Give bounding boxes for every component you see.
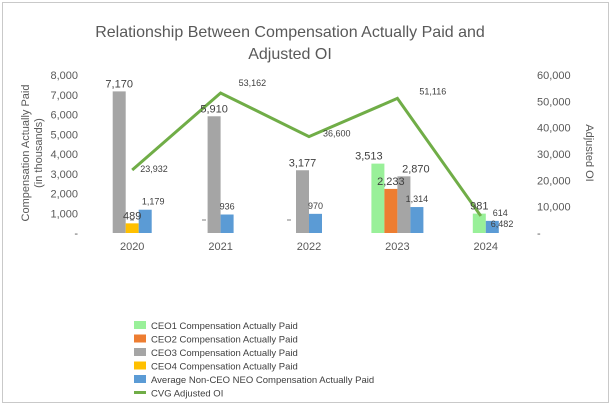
y2-tick-label: 60,000 bbox=[537, 70, 571, 82]
bar-average-2021 bbox=[220, 214, 234, 233]
line-data-label: 53,162 bbox=[239, 78, 267, 88]
legend-label: CEO1 Compensation Actually Paid bbox=[151, 321, 298, 332]
chart-svg: Relationship Between Compensation Actual… bbox=[20, 24, 595, 400]
y-tick-label: 8,000 bbox=[50, 70, 78, 82]
chart-title-line-1: Relationship Between Compensation Actual… bbox=[95, 24, 485, 41]
y-tick-label: 3,000 bbox=[50, 169, 78, 181]
legend-swatch bbox=[134, 321, 146, 329]
bar-data-label: 5,910 bbox=[200, 103, 228, 115]
chart-title-line-2: Adjusted OI bbox=[248, 46, 332, 63]
legend-swatch bbox=[134, 375, 146, 383]
y-axis-label-line-2: (in thousands) bbox=[33, 118, 45, 188]
bar-data-label: 3,177 bbox=[289, 157, 317, 169]
y-tick-label: 2,000 bbox=[50, 189, 78, 201]
y-tick-label: 6,000 bbox=[50, 110, 78, 122]
legend-label: CVG Adjusted OI bbox=[151, 389, 223, 400]
bar-data-label: 489 bbox=[123, 210, 141, 222]
y-tick-label: - bbox=[74, 228, 78, 240]
legend-swatch bbox=[134, 348, 146, 356]
chart-frame: Relationship Between Compensation Actual… bbox=[2, 2, 609, 403]
y2-tick-label: 30,000 bbox=[537, 149, 571, 161]
legend-swatch bbox=[134, 361, 146, 370]
bar-ceo3-2022 bbox=[296, 170, 309, 233]
y2-tick-label: 40,000 bbox=[537, 123, 571, 135]
bar-data-label: 3,513 bbox=[355, 151, 383, 163]
y-axis-label-line-1: Compensation Actually Paid bbox=[20, 85, 32, 222]
x-tick-label: 2020 bbox=[120, 241, 144, 253]
bar-average-2023 bbox=[410, 207, 424, 233]
y-tick-label: 1,000 bbox=[50, 208, 78, 220]
legend-label: CEO2 Compensation Actually Paid bbox=[151, 335, 298, 346]
bar-ceo4-2020 bbox=[125, 223, 139, 233]
bar-average-2020 bbox=[138, 209, 152, 233]
bar-ceo3-2021 bbox=[207, 116, 221, 233]
bar-average-2022 bbox=[309, 213, 322, 233]
line-data-label: 51,116 bbox=[419, 86, 446, 96]
line-data-label: 6,482 bbox=[491, 219, 514, 229]
y2-tick-label: 50,000 bbox=[537, 96, 571, 108]
line-data-label: 36,600 bbox=[323, 129, 351, 139]
legend-label: CEO3 Compensation Actually Paid bbox=[151, 348, 298, 359]
x-tick-label: 2024 bbox=[474, 241, 498, 253]
y2-tick-label: - bbox=[537, 228, 541, 240]
bar-data-label: 1,314 bbox=[406, 194, 429, 204]
bar-ceo3-2023 bbox=[397, 176, 411, 233]
bar-data-label: 981 bbox=[470, 201, 488, 213]
x-tick-label: 2022 bbox=[297, 241, 321, 253]
y2-tick-label: 20,000 bbox=[537, 175, 571, 187]
legend-swatch bbox=[134, 334, 146, 343]
bar-data-label: 2,233 bbox=[377, 176, 405, 188]
bar-ceo1-2024 bbox=[472, 213, 486, 233]
bar-data-label: 936 bbox=[220, 202, 235, 212]
legend-label: Average Non-CEO NEO Compensation Actuall… bbox=[151, 375, 374, 386]
legend-label: CEO4 Compensation Actually Paid bbox=[151, 362, 298, 373]
bar-data-label: 970 bbox=[308, 201, 323, 211]
y-tick-label: 4,000 bbox=[50, 149, 78, 161]
x-tick-label: 2023 bbox=[385, 241, 409, 253]
y2-axis-label: Adjusted OI bbox=[583, 124, 595, 181]
x-tick-label: 2021 bbox=[208, 241, 232, 253]
bar-data-label: 1,179 bbox=[142, 197, 165, 207]
bar-ceo2-2023 bbox=[384, 188, 398, 233]
bar-ceo1-2023 bbox=[371, 163, 385, 233]
y2-tick-label: 10,000 bbox=[537, 202, 571, 214]
bar-data-label: 614 bbox=[493, 208, 508, 218]
bar-ceo3-2020 bbox=[112, 91, 126, 233]
line-cvg-adjusted-oi bbox=[131, 91, 483, 217]
bar-average-2024 bbox=[485, 220, 499, 233]
y-tick-label: 7,000 bbox=[50, 90, 78, 102]
line-data-label: 23,932 bbox=[140, 164, 168, 174]
bar-data-label: 7,170 bbox=[105, 78, 133, 90]
bar-data-label: 2,870 bbox=[402, 163, 430, 175]
y-tick-label: 5,000 bbox=[50, 129, 78, 141]
